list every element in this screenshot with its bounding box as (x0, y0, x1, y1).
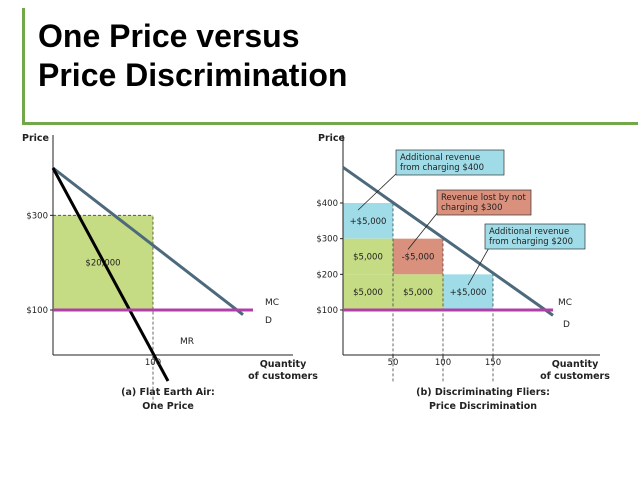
chart-b-region-4 (393, 274, 443, 310)
chart-b-series-label-mc: MC (558, 298, 572, 308)
chart-b-region-2 (393, 238, 443, 275)
chart-b-annotation-text-0-line1: Additional revenue (400, 153, 480, 163)
title-accent-bar (22, 8, 25, 123)
chart-b-caption-line1: (b) Discriminating Fliers: (416, 387, 550, 398)
slide-title-line2: Price Discrimination (38, 57, 348, 93)
chart-b-region-label-0: +$5,000 (350, 217, 387, 227)
chart-b-annotation-text-2-line1: Additional revenue (489, 227, 569, 237)
chart-b-annotation-text-1-line1: Revenue lost by not (441, 193, 526, 203)
chart-b-annotation-box-1 (436, 189, 532, 216)
title-divider (22, 122, 638, 125)
chart-b-x-tick-label-0: 50 (388, 358, 399, 368)
chart-a-series-label-d: D (265, 316, 272, 326)
chart-b-annotation-text-2-line2: from charging $200 (489, 237, 573, 247)
chart-b-annotation-text-0-line2: from charging $400 (400, 163, 484, 173)
chart-b-x-tick-label-2: 150 (485, 358, 501, 368)
chart-b-annotation-pointer-2 (467, 245, 491, 286)
chart-b-region-label-3: $5,000 (353, 288, 383, 298)
chart-b-region-label-5: +$5,000 (450, 288, 487, 298)
chart-b-caption-line2: Price Discrimination (429, 401, 537, 412)
chart-b-region-label-2: -$5,000 (402, 253, 435, 263)
chart-a-caption-line1: (a) Flat Earth Air: (121, 387, 215, 398)
chart-b-annotation-box-2 (484, 223, 586, 250)
chart-b-series-d-line (342, 166, 554, 317)
chart-a-series-mr-line (51, 167, 170, 382)
chart-b-y-tick-label-3: $100 (316, 306, 338, 316)
chart-b-y-tick-label-2: $200 (316, 270, 338, 280)
chart-b-annotation-pointer-1 (407, 211, 439, 250)
chart-b-y-axis-label: Price (318, 133, 345, 144)
chart-a-y-tick-label-0: $300 (26, 211, 48, 221)
chart-b-x-axis-label-line2: of customers (540, 371, 610, 382)
chart-b-y-tick-label-1: $300 (316, 235, 338, 245)
chart-b-region-label-4: $5,000 (403, 288, 433, 298)
chart-a-series-label-mc: MC (265, 298, 279, 308)
slide-title-line1: One Price versus (38, 18, 300, 54)
chart-a-caption-line2: One Price (142, 401, 194, 412)
chart-b-region-0 (343, 203, 393, 239)
chart-b-region-5 (443, 274, 493, 310)
chart-b-region-1 (343, 238, 393, 275)
slide-title: One Price versus Price Discrimination (38, 17, 347, 95)
chart-a-x-tick-label-0: 100 (145, 358, 161, 368)
chart-b-x-axis-label-line1: Quantity (552, 359, 599, 370)
chart-b-series-label-d: D (563, 320, 570, 330)
chart-b-annotation-text-1-line2: charging $300 (441, 203, 503, 213)
chart-a-series-label-mr: MR (180, 337, 194, 347)
chart-b-annotation-pointer-0 (357, 171, 399, 211)
chart-a-x-axis-label-line1: Quantity (260, 359, 307, 370)
chart-a-x-axis-label-line2: of customers (248, 371, 318, 382)
chart-a-y-tick-label-1: $100 (26, 306, 48, 316)
chart-a-region-label-0: $20,000 (85, 259, 120, 269)
chart-a-series-d-line (52, 166, 244, 316)
chart-b-region-label-1: $5,000 (353, 253, 383, 263)
chart-b-annotation-box-0 (395, 149, 505, 176)
chart-b-region-3 (343, 274, 393, 310)
chart-b-y-tick-label-0: $400 (316, 199, 338, 209)
chart-a-y-axis-label: Price (22, 133, 49, 144)
chart-b-x-tick-label-1: 100 (435, 358, 451, 368)
